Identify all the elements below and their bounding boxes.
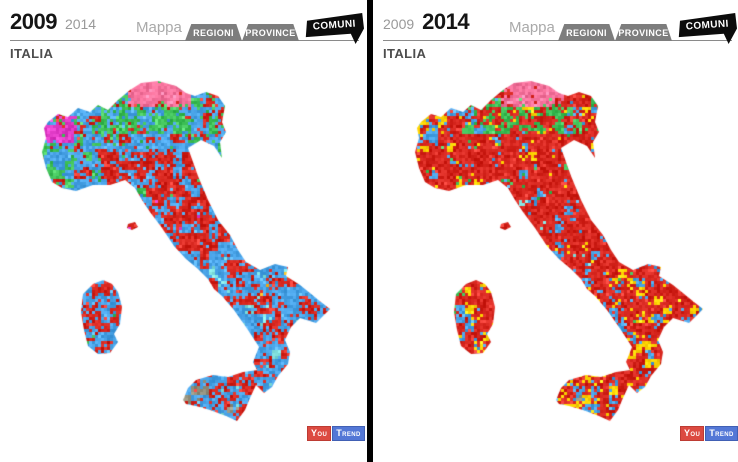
tab-regioni[interactable]: REGIONI xyxy=(558,24,615,41)
panel-2014: 2009 2014 Mappa REGIONI PROVINCE COMUNI … xyxy=(373,0,738,462)
year-2009-link[interactable]: 2009 xyxy=(10,9,57,34)
panel-2009: 2009 2014 Mappa REGIONI PROVINCE COMUNI … xyxy=(0,0,367,462)
tab-regioni[interactable]: REGIONI xyxy=(185,24,242,41)
panel-divider xyxy=(367,0,373,462)
youtrend-logo-you: You xyxy=(307,426,332,441)
youtrend-logo[interactable]: You Trend xyxy=(680,426,738,441)
tab-province[interactable]: PROVINCE xyxy=(615,24,672,41)
tab-comuni-label: COMUNI xyxy=(311,18,356,33)
youtrend-logo-you: You xyxy=(680,426,705,441)
mappa-label: Mappa xyxy=(136,19,182,36)
year-switcher: 2009 2014 xyxy=(10,11,96,33)
year-2014-link[interactable]: 2014 xyxy=(422,9,470,34)
year-switcher: 2009 2014 xyxy=(383,9,470,34)
header-rule xyxy=(383,40,732,41)
year-2014-link[interactable]: 2014 xyxy=(64,16,97,32)
tab-province-label: PROVINCE xyxy=(245,27,296,38)
tab-province[interactable]: PROVINCE xyxy=(242,24,299,41)
header-rule xyxy=(10,40,359,41)
tab-province-label: PROVINCE xyxy=(618,27,669,38)
year-2009-link[interactable]: 2009 xyxy=(383,16,415,32)
tab-regioni-label: REGIONI xyxy=(566,27,607,38)
italy-choropleth-map-2014[interactable] xyxy=(411,80,711,432)
youtrend-logo[interactable]: You Trend xyxy=(307,426,365,441)
mappa-label: Mappa xyxy=(509,19,555,36)
region-title: ITALIA xyxy=(10,46,54,61)
youtrend-logo-trend: Trend xyxy=(332,426,365,441)
tab-comuni-label: COMUNI xyxy=(684,18,729,33)
tab-regioni-label: REGIONI xyxy=(193,27,234,38)
region-title: ITALIA xyxy=(383,46,427,61)
italy-choropleth-map-2009[interactable] xyxy=(38,80,338,432)
youtrend-logo-trend: Trend xyxy=(705,426,738,441)
